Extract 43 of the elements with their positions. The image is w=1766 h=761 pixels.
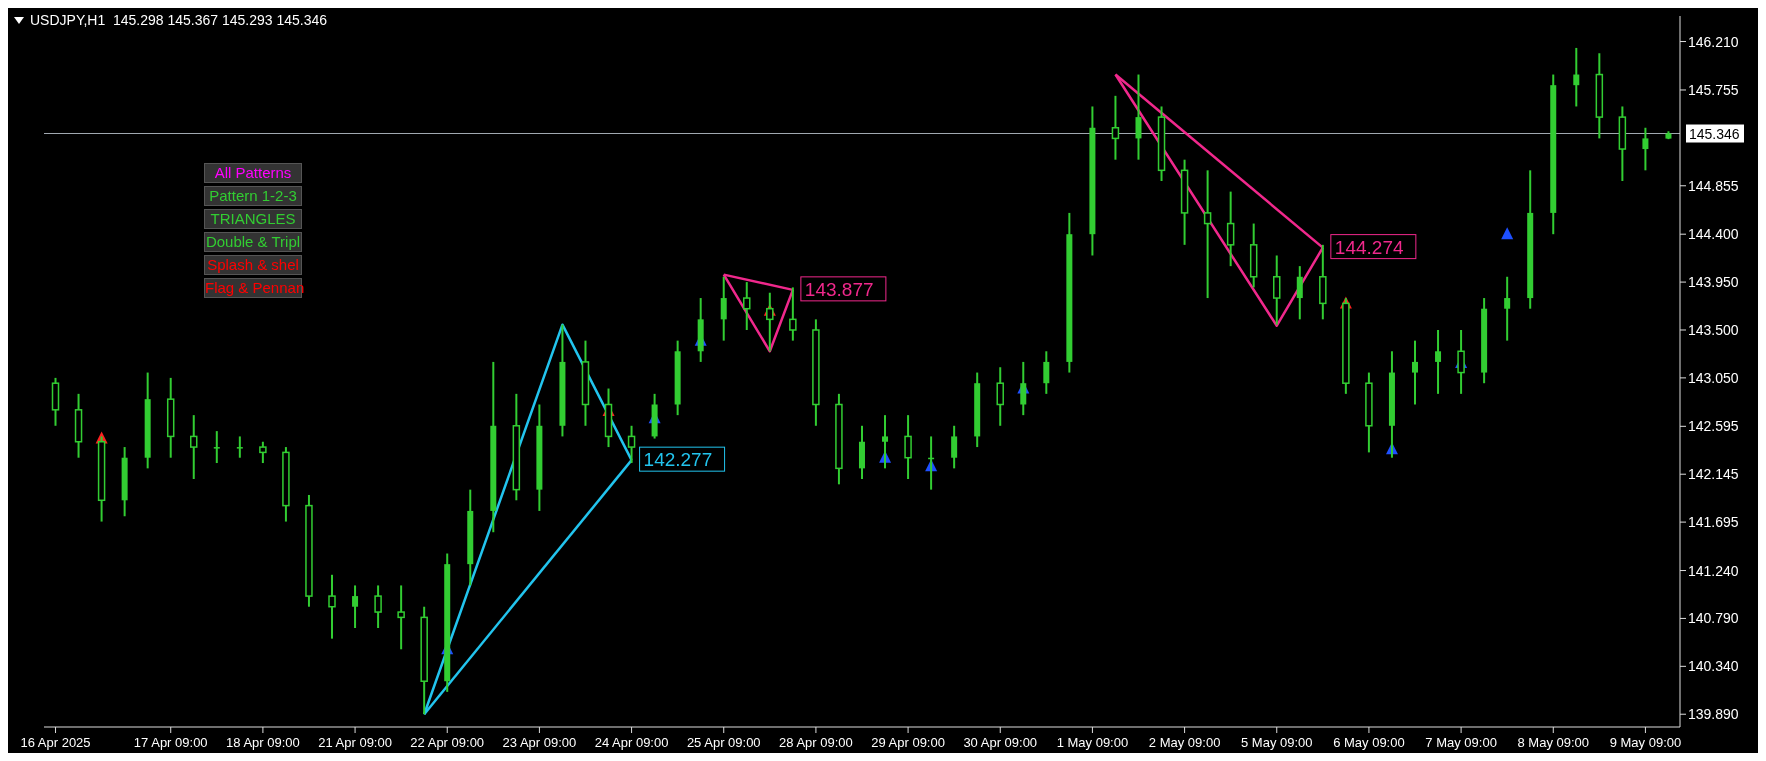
y-tick-label: 146.210 [1688, 33, 1739, 50]
y-tick-label: 145.755 [1688, 81, 1739, 98]
y-tick-label: 140.790 [1688, 610, 1739, 627]
x-tick-label: 24 Apr 09:00 [594, 735, 669, 750]
x-tick-label: 16 Apr 2025 [20, 735, 91, 750]
y-tick-label: 144.400 [1688, 226, 1739, 243]
x-tick-label: 2 May 09:00 [1148, 735, 1221, 750]
data-label: 143.877 [804, 278, 874, 300]
x-tick-label: 1 May 09:00 [1056, 735, 1129, 750]
x-tick-label: 28 Apr 09:00 [779, 735, 853, 750]
x-tick-label: 25 Apr 09:00 [686, 735, 761, 750]
annotation: Pattern 1-2-3 [204, 186, 302, 206]
x-tick-label: 23 Apr 09:00 [502, 735, 577, 750]
y-tick-label: 142.145 [1688, 466, 1739, 483]
x-tick-label: 6 May 09:00 [1333, 735, 1405, 750]
x-tick-label: 30 Apr 09:00 [963, 735, 1038, 750]
x-tick-label: 17 Apr 09:00 [133, 735, 208, 750]
y-tick-label: 144.855 [1688, 177, 1739, 194]
annotation: Double & Tripl [204, 232, 302, 252]
annotation: TRIANGLES [204, 209, 302, 229]
y-tick-label: 141.695 [1688, 514, 1739, 531]
y-tick-label: 143.950 [1688, 274, 1739, 291]
x-tick-label: 7 May 09:00 [1425, 735, 1497, 750]
y-tick-label: 142.595 [1688, 418, 1739, 435]
y-tick-label: 141.240 [1688, 562, 1739, 579]
x-tick-label: 29 Apr 09:00 [871, 735, 945, 750]
ref-line-label: 145.346 [1689, 125, 1740, 142]
annotation: All Patterns [204, 163, 302, 183]
y-tick-label: 143.500 [1688, 321, 1739, 338]
x-tick-label: 21 Apr 09:00 [318, 735, 392, 750]
data-label: 142.277 [643, 449, 713, 471]
x-tick-label: 5 May 09:00 [1240, 735, 1313, 750]
y-tick-label: 140.340 [1688, 658, 1739, 675]
x-tick-label: 9 May 09:00 [1609, 735, 1682, 750]
x-tick-label: 8 May 09:00 [1517, 735, 1590, 750]
data-label: 144.274 [1334, 236, 1404, 258]
y-tick-label: 143.050 [1688, 369, 1739, 386]
annotation: Splash & shel [204, 255, 302, 275]
x-tick-label: 18 Apr 09:00 [226, 735, 300, 750]
chart-title: USDJPY,H1 145.298 145.367 145.293 145.346 [30, 12, 328, 28]
x-tick-label: 22 Apr 09:00 [410, 735, 485, 750]
y-tick-label: 139.890 [1688, 706, 1739, 723]
annotation: Flag & Pennan [204, 278, 305, 298]
